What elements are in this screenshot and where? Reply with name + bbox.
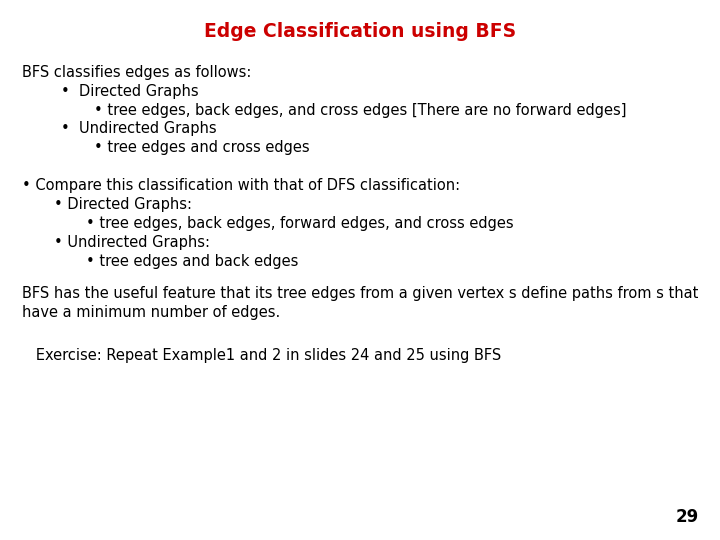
Text: •  Undirected Graphs: • Undirected Graphs	[61, 122, 217, 137]
Text: 29: 29	[675, 509, 698, 526]
Text: have a minimum number of edges.: have a minimum number of edges.	[22, 305, 280, 320]
Text: Edge Classification using BFS: Edge Classification using BFS	[204, 22, 516, 40]
Text: • tree edges, back edges, forward edges, and cross edges: • tree edges, back edges, forward edges,…	[86, 216, 514, 231]
Text: BFS classifies edges as follows:: BFS classifies edges as follows:	[22, 65, 251, 80]
Text: • tree edges, back edges, and cross edges [There are no forward edges]: • tree edges, back edges, and cross edge…	[94, 103, 626, 118]
Text: • tree edges and cross edges: • tree edges and cross edges	[94, 140, 309, 156]
Text: BFS has the useful feature that its tree edges from a given vertex s define path: BFS has the useful feature that its tree…	[22, 286, 698, 301]
Text: •  Directed Graphs: • Directed Graphs	[61, 84, 199, 99]
Text: • Undirected Graphs:: • Undirected Graphs:	[54, 235, 210, 250]
Text: • tree edges and back edges: • tree edges and back edges	[86, 254, 299, 269]
Text: • Directed Graphs:: • Directed Graphs:	[54, 197, 192, 212]
Text: • Compare this classification with that of DFS classification:: • Compare this classification with that …	[22, 178, 460, 193]
Text: Exercise: Repeat Example1 and 2 in slides 24 and 25 using BFS: Exercise: Repeat Example1 and 2 in slide…	[22, 348, 501, 363]
